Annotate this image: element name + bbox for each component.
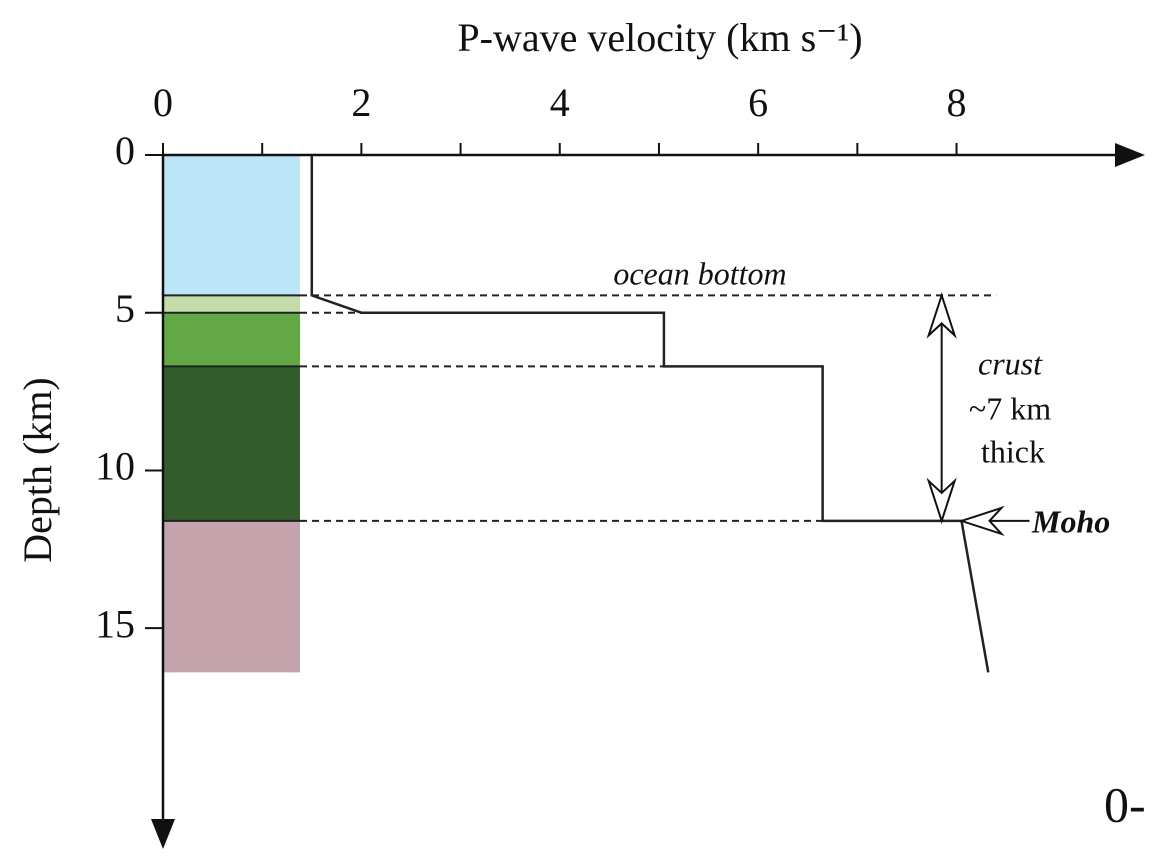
y-tick-label: 0 — [115, 128, 135, 173]
corner-label: 0- — [1104, 776, 1146, 832]
x-tick-label: 6 — [748, 80, 768, 125]
x-tick-label: 2 — [351, 80, 371, 125]
layer — [163, 155, 300, 295]
layer — [163, 521, 300, 672]
x-tick-label: 8 — [947, 80, 967, 125]
x-axis-title: P-wave velocity (km s⁻¹) — [457, 15, 862, 60]
page: {"chart_data": { "type": "line", "title"… — [0, 0, 1154, 860]
moho-label: Moho — [1031, 503, 1110, 539]
thickness-label: ~7 km — [969, 390, 1051, 426]
y-tick-label: 10 — [95, 444, 135, 489]
x-tick-label: 0 — [153, 80, 173, 125]
y-tick-label: 5 — [115, 286, 135, 331]
x-tick-label: 4 — [550, 80, 570, 125]
ocean-bottom-label: ocean bottom — [613, 255, 786, 291]
chart: P-wave velocity (km s⁻¹) Depth (km) 0 2 4 6… — [0, 0, 1154, 860]
x-axis-arrow — [1115, 143, 1145, 167]
velocity-profile — [312, 155, 988, 672]
y-axis-title: Depth (km) — [15, 377, 60, 563]
y-axis-arrow — [151, 819, 175, 849]
y-tick-label: 15 — [95, 601, 135, 646]
crust-label: crust — [978, 345, 1043, 381]
layer — [163, 313, 300, 367]
layer — [163, 366, 300, 521]
layer — [163, 295, 300, 312]
thick-label: thick — [981, 433, 1045, 469]
